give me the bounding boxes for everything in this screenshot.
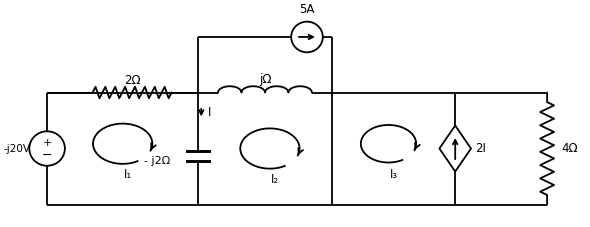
Text: I: I [208, 106, 212, 119]
Text: -j20V: -j20V [4, 143, 31, 153]
Text: jΩ: jΩ [259, 73, 271, 86]
Text: 4Ω: 4Ω [561, 142, 578, 155]
Text: I₃: I₃ [389, 168, 398, 181]
Text: - j2Ω: - j2Ω [143, 156, 170, 166]
Text: 5A: 5A [299, 3, 314, 16]
Text: 2Ω: 2Ω [124, 74, 140, 86]
Text: +: + [42, 138, 52, 148]
Text: I₁: I₁ [123, 168, 132, 181]
Text: 2I: 2I [475, 142, 486, 155]
Text: −: − [42, 149, 53, 162]
Text: I₂: I₂ [271, 173, 279, 186]
